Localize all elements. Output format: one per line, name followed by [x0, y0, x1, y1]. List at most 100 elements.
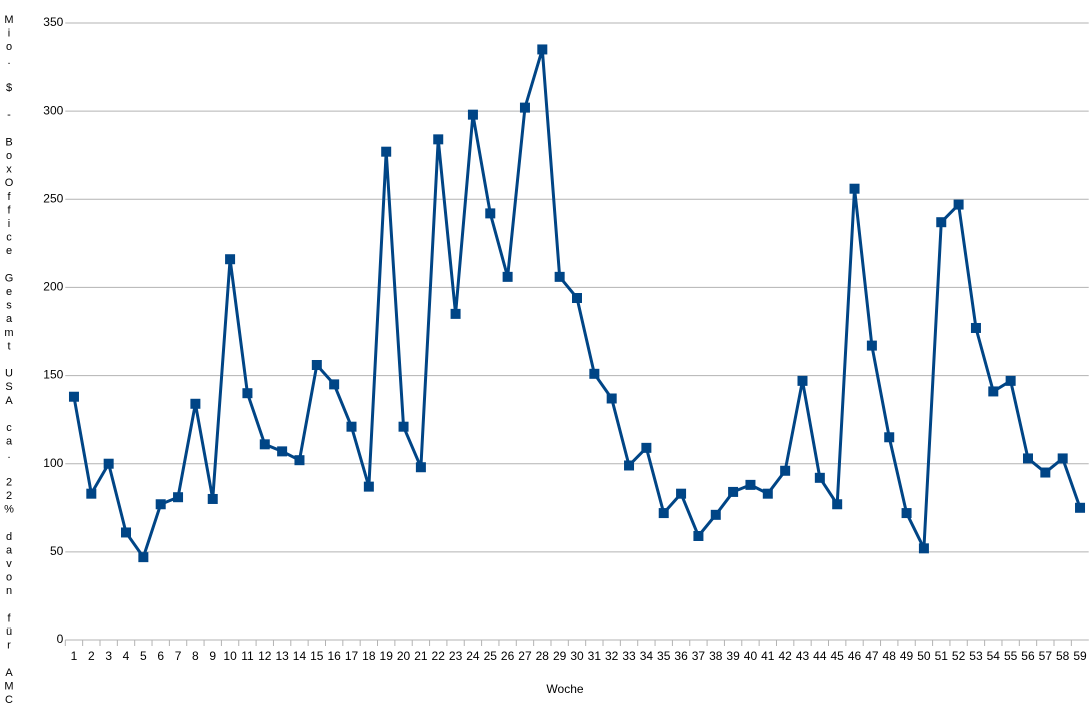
y-tick-label: 0 — [57, 632, 64, 646]
x-tick-label: 13 — [275, 649, 289, 663]
x-tick-label: 22 — [432, 649, 446, 663]
data-point — [259, 439, 270, 450]
y-tick-label: 300 — [43, 103, 63, 117]
data-point — [311, 359, 322, 370]
y-tick-label: 250 — [43, 191, 63, 205]
x-tick-label: 37 — [692, 649, 706, 663]
data-point — [884, 432, 895, 443]
x-tick-label: 25 — [484, 649, 498, 663]
x-tick-label: 6 — [157, 649, 164, 663]
data-point — [970, 322, 981, 333]
data-point — [138, 552, 149, 563]
data-point — [676, 488, 687, 499]
data-point — [866, 340, 877, 351]
x-tick-label: 10 — [223, 649, 237, 663]
y-tick-label: 200 — [43, 280, 63, 294]
data-point — [381, 146, 392, 157]
data-point — [606, 393, 617, 404]
x-tick-label: 1 — [71, 649, 78, 663]
x-tick-label: 26 — [501, 649, 515, 663]
data-point — [710, 509, 721, 520]
x-tick-label: 27 — [518, 649, 532, 663]
data-point — [918, 543, 929, 554]
data-point — [485, 208, 496, 219]
data-point — [658, 508, 669, 519]
x-tick-label: 57 — [1039, 649, 1053, 663]
data-point — [86, 488, 97, 499]
data-point — [467, 109, 478, 120]
data-point — [346, 421, 357, 432]
data-point — [294, 455, 305, 466]
x-tick-label: 34 — [640, 649, 654, 663]
data-point — [1057, 453, 1068, 464]
data-point — [450, 308, 461, 319]
data-point — [103, 458, 114, 469]
data-point — [207, 493, 218, 504]
x-tick-label: 3 — [105, 649, 112, 663]
data-point — [849, 183, 860, 194]
y-axis-title: Mio. $ - BoxOffice Gesamt USA ca. 22% da… — [3, 14, 15, 708]
data-point — [814, 472, 825, 483]
x-tick-label: 49 — [900, 649, 914, 663]
data-point — [728, 486, 739, 497]
x-tick-label: 36 — [674, 649, 688, 663]
y-tick-label: 100 — [43, 456, 63, 470]
data-point — [901, 508, 912, 519]
data-point — [1022, 453, 1033, 464]
x-tick-label: 18 — [362, 649, 376, 663]
x-tick-label: 12 — [258, 649, 272, 663]
data-point — [190, 398, 201, 409]
x-tick-label: 2 — [88, 649, 95, 663]
x-tick-label: 15 — [310, 649, 324, 663]
x-tick-label: 14 — [293, 649, 307, 663]
data-point — [589, 368, 600, 379]
data-point — [519, 102, 530, 113]
data-point — [398, 421, 409, 432]
x-tick-label: 48 — [883, 649, 897, 663]
x-tick-label: 55 — [1004, 649, 1018, 663]
y-tick-label: 150 — [43, 368, 63, 382]
data-point — [415, 462, 426, 473]
x-tick-label: 42 — [778, 649, 792, 663]
y-tick-label: 50 — [50, 544, 64, 558]
x-tick-label: 23 — [449, 649, 463, 663]
x-tick-label: 19 — [380, 649, 394, 663]
data-point — [762, 488, 773, 499]
x-tick-label: 17 — [345, 649, 359, 663]
x-tick-label: 16 — [327, 649, 341, 663]
data-point — [988, 386, 999, 397]
x-tick-label: 9 — [209, 649, 216, 663]
x-tick-label: 28 — [536, 649, 550, 663]
x-tick-label: 24 — [466, 649, 480, 663]
data-point — [121, 527, 132, 538]
data-point — [572, 293, 582, 304]
series-line — [72, 47, 1082, 559]
data-point — [155, 499, 166, 510]
data-point — [225, 254, 236, 265]
data-point — [832, 499, 843, 510]
data-point — [780, 465, 791, 476]
x-tick-label: 21 — [414, 649, 428, 663]
x-tick-label: 7 — [175, 649, 182, 663]
x-tick-label: 53 — [969, 649, 983, 663]
data-point — [173, 492, 184, 503]
data-point — [953, 199, 964, 210]
data-point — [936, 217, 947, 228]
x-tick-label: 56 — [1021, 649, 1035, 663]
x-tick-label: 58 — [1056, 649, 1070, 663]
data-point — [242, 388, 253, 399]
data-point — [537, 44, 548, 55]
x-tick-label: 32 — [605, 649, 619, 663]
x-tick-label: 4 — [123, 649, 130, 663]
data-point — [693, 530, 704, 541]
x-tick-label: 43 — [796, 649, 810, 663]
x-tick-label: 39 — [726, 649, 740, 663]
x-tick-label: 41 — [761, 649, 775, 663]
x-tick-label: 46 — [848, 649, 862, 663]
x-tick-label: 8 — [192, 649, 199, 663]
x-tick-label: 44 — [813, 649, 827, 663]
x-tick-label: 33 — [622, 649, 636, 663]
data-point — [1040, 467, 1051, 478]
